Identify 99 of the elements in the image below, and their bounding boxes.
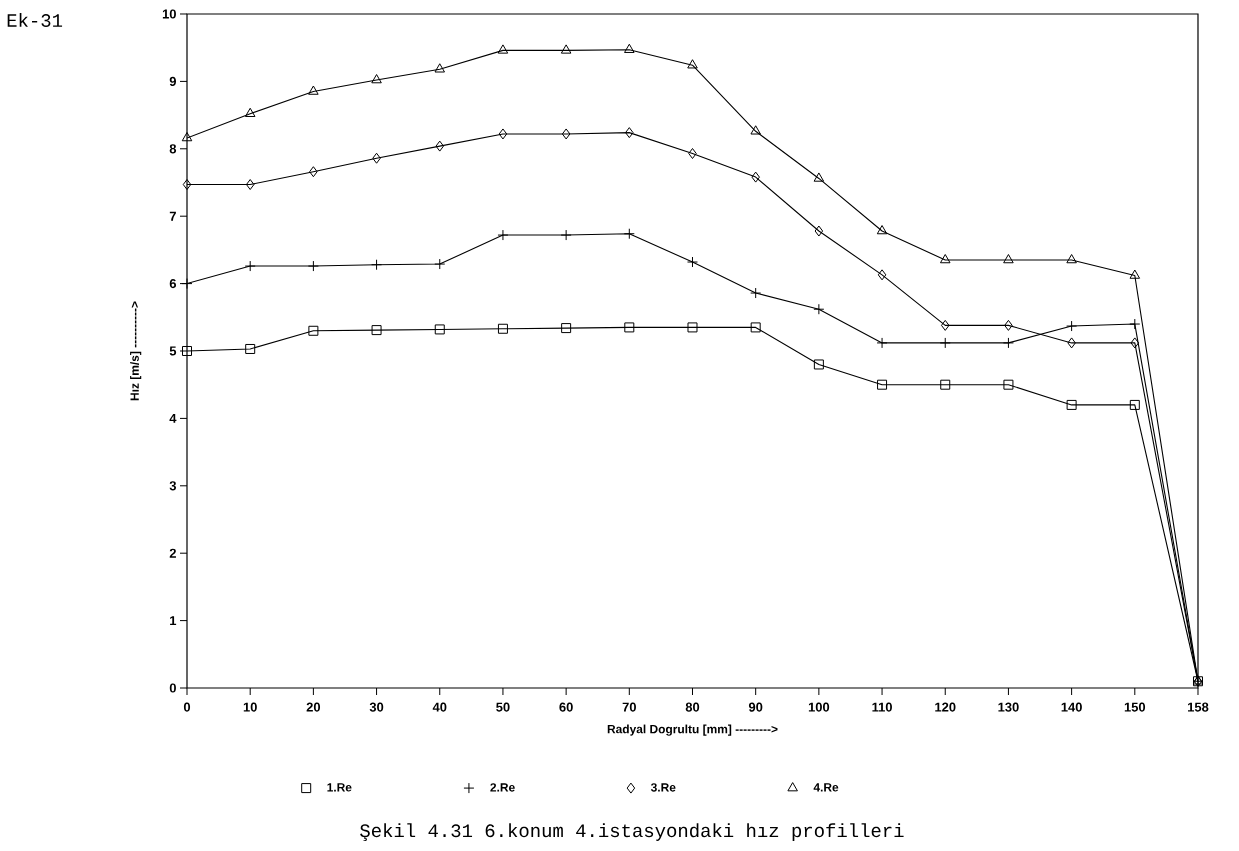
x-tick-label: 110 bbox=[872, 702, 892, 712]
point bbox=[813, 172, 825, 182]
y-axis-title: Hız [m/s] ----------> bbox=[130, 301, 142, 401]
point bbox=[876, 337, 888, 349]
point bbox=[877, 379, 888, 390]
x-tick-label: 120 bbox=[935, 702, 956, 712]
point bbox=[371, 325, 382, 336]
point bbox=[939, 337, 951, 349]
x-tick-label: 80 bbox=[685, 702, 700, 712]
point bbox=[624, 322, 635, 333]
point bbox=[497, 44, 509, 54]
point bbox=[751, 171, 760, 183]
y-tick-label: 4 bbox=[169, 413, 177, 423]
point bbox=[750, 287, 762, 299]
point bbox=[561, 323, 572, 334]
point bbox=[1003, 379, 1014, 390]
point bbox=[308, 325, 319, 336]
y-tick-label: 7 bbox=[169, 211, 176, 221]
x-tick-label: 20 bbox=[306, 702, 321, 712]
point bbox=[434, 324, 445, 335]
point bbox=[371, 74, 382, 84]
y-tick-label: 9 bbox=[169, 76, 176, 86]
point bbox=[1066, 254, 1077, 264]
point bbox=[244, 107, 256, 117]
x-tick-label: 130 bbox=[998, 702, 1019, 712]
point bbox=[940, 379, 951, 390]
point bbox=[181, 132, 193, 142]
point bbox=[750, 125, 761, 135]
point bbox=[939, 254, 951, 264]
point bbox=[687, 59, 698, 69]
point bbox=[308, 85, 319, 95]
point bbox=[182, 179, 192, 191]
point bbox=[750, 322, 761, 333]
point bbox=[497, 323, 508, 334]
x-tick-label: 0 bbox=[183, 702, 191, 712]
text: Şekil 4.31 6.konum 4.istasyondaki hız profilleri bbox=[360, 823, 904, 842]
legend-label: 1.Re bbox=[327, 783, 352, 792]
point bbox=[434, 258, 446, 270]
point bbox=[687, 256, 698, 268]
point bbox=[372, 152, 381, 164]
point bbox=[498, 128, 508, 140]
x-tick-label: 70 bbox=[622, 702, 636, 712]
point bbox=[1002, 337, 1014, 349]
y-tick-label: 10 bbox=[162, 9, 176, 19]
point bbox=[813, 359, 824, 370]
point bbox=[244, 260, 256, 272]
point bbox=[560, 229, 572, 241]
point bbox=[307, 260, 319, 272]
x-tick-label: 10 bbox=[243, 702, 257, 712]
point bbox=[625, 127, 634, 139]
y-tick-label: 2 bbox=[169, 548, 176, 558]
x-tick-label: 90 bbox=[748, 702, 763, 712]
point bbox=[1130, 337, 1140, 349]
x-tick-label: 60 bbox=[559, 702, 573, 712]
x-tick-label: 158 bbox=[1188, 702, 1209, 712]
point bbox=[1066, 399, 1077, 410]
point bbox=[435, 140, 444, 152]
point bbox=[624, 43, 635, 53]
x-tick-label: 150 bbox=[1124, 702, 1146, 712]
point bbox=[687, 322, 698, 333]
point bbox=[245, 343, 256, 354]
x-tick-label: 100 bbox=[808, 702, 830, 712]
point bbox=[497, 229, 509, 241]
point bbox=[245, 179, 255, 191]
point bbox=[309, 166, 318, 178]
legend-label: 2.Re bbox=[490, 783, 515, 792]
point bbox=[688, 148, 697, 160]
y-tick-label: 8 bbox=[169, 144, 177, 154]
y-tick-label: 6 bbox=[169, 279, 177, 289]
y-tick-label: 5 bbox=[169, 346, 177, 356]
x-tick-label: 50 bbox=[496, 702, 510, 712]
text: Ek-31 bbox=[7, 13, 63, 27]
point bbox=[941, 319, 950, 331]
point bbox=[1129, 399, 1140, 410]
point bbox=[1067, 337, 1076, 349]
point bbox=[1129, 269, 1141, 279]
x-tick-label: 30 bbox=[369, 702, 384, 712]
x-tick-label: 140 bbox=[1061, 702, 1082, 712]
point bbox=[1066, 320, 1078, 332]
point bbox=[434, 63, 446, 73]
point bbox=[181, 278, 193, 290]
point bbox=[1003, 254, 1014, 264]
point bbox=[561, 128, 571, 140]
legend-label: 4.Re bbox=[813, 783, 839, 792]
point bbox=[813, 303, 825, 315]
point bbox=[814, 225, 824, 237]
y-tick-label: 3 bbox=[169, 481, 177, 491]
point bbox=[876, 225, 888, 235]
point bbox=[371, 259, 383, 271]
legend-label: 3.Re bbox=[650, 783, 676, 792]
point bbox=[560, 44, 572, 54]
point bbox=[623, 228, 635, 240]
point bbox=[1004, 319, 1013, 331]
x-axis-title: Radyal Dogrultu [mm] ---------> bbox=[607, 724, 778, 736]
point bbox=[877, 269, 887, 281]
y-tick-label: 0 bbox=[169, 683, 176, 693]
y-tick-label: 1 bbox=[170, 616, 177, 626]
point bbox=[1129, 318, 1141, 330]
x-tick-label: 40 bbox=[432, 702, 447, 712]
